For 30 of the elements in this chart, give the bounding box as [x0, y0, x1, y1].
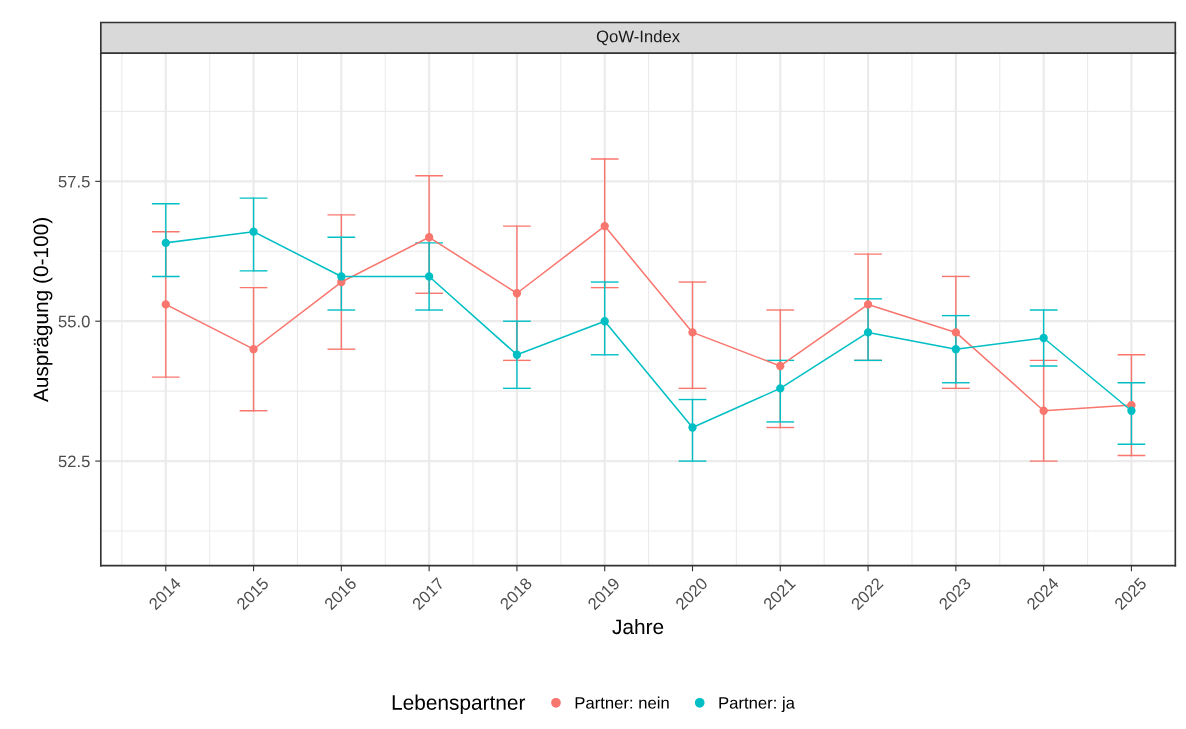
point: [249, 227, 258, 236]
y-tick-label: 55.0: [58, 315, 90, 328]
x-axis-title: Jahre: [612, 618, 664, 635]
point: [1127, 406, 1136, 415]
y-tick-label: 57.5: [58, 175, 90, 188]
y-axis-title: Ausprägung (0-100): [32, 218, 53, 403]
point: [512, 350, 522, 359]
point: [863, 328, 873, 337]
point: [600, 317, 609, 326]
point: [161, 300, 170, 309]
point: [951, 345, 961, 354]
legend-title: Lebenspartner: [392, 694, 526, 714]
point: [512, 289, 522, 298]
point: [424, 272, 434, 281]
legend-label: Partner: ja: [719, 696, 795, 713]
point: [776, 361, 785, 371]
point: [776, 384, 785, 393]
chart-title: QoW-Index: [596, 30, 680, 46]
point: [249, 345, 258, 354]
point: [688, 328, 697, 337]
point: [161, 238, 170, 248]
point: [1039, 406, 1048, 415]
point: [337, 272, 346, 281]
point: [951, 328, 961, 337]
point: [424, 233, 434, 242]
point: [863, 300, 873, 309]
y-tick-label: 52.5: [58, 455, 90, 468]
point: [1039, 333, 1048, 343]
legend-label: Partner: nein: [575, 696, 669, 709]
point: [600, 221, 609, 231]
